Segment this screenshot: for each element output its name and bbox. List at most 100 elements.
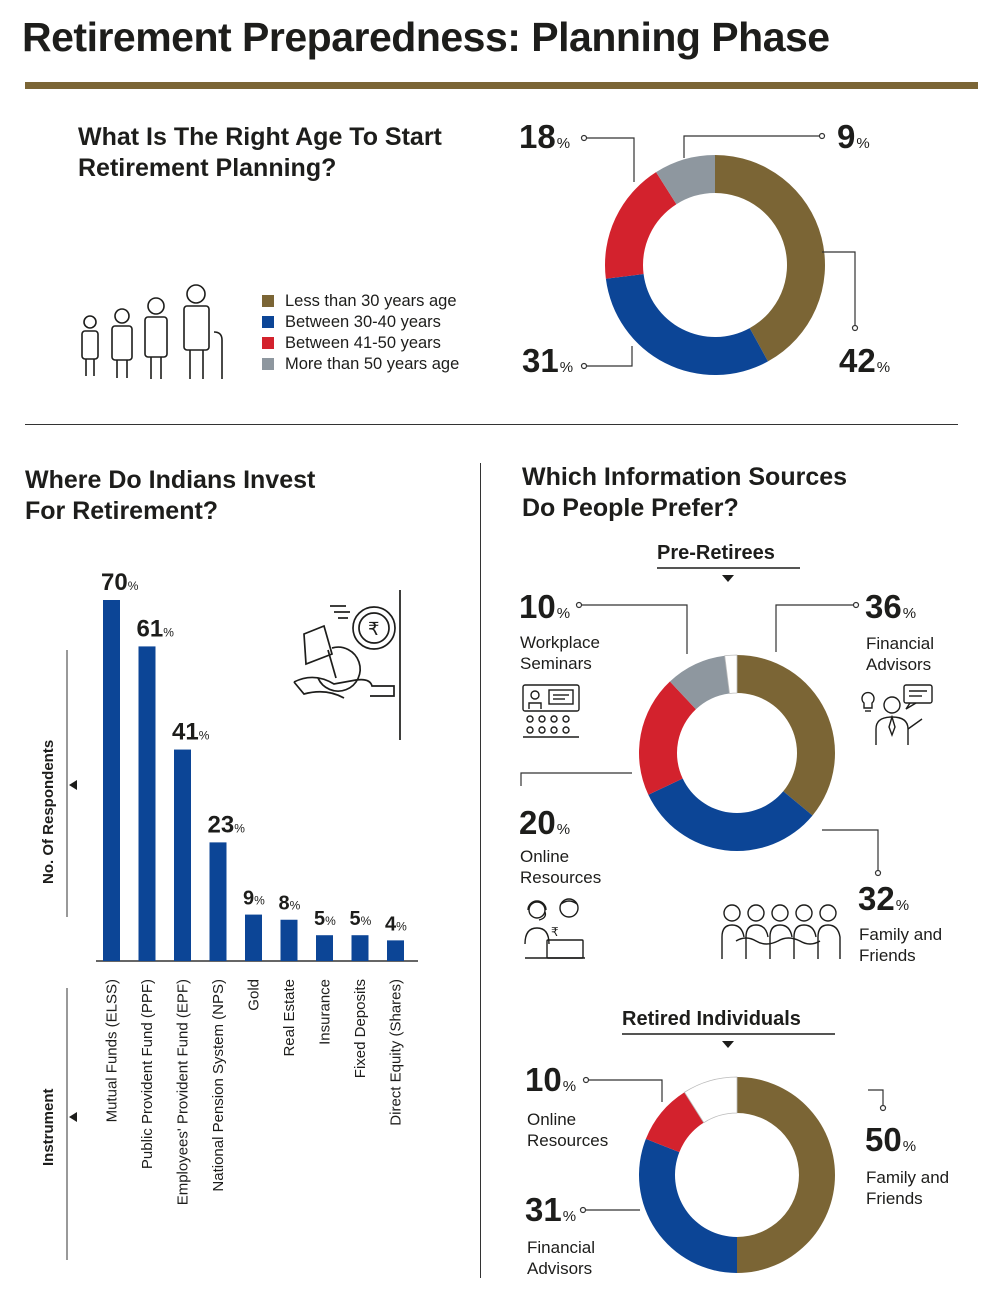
pre-retirees-heading: Pre-Retirees — [657, 542, 775, 564]
value-number: 31 — [525, 1191, 562, 1228]
data-label-6: 5% — [314, 908, 336, 930]
age-legend: Less than 30 years age Between 30-40 yea… — [262, 292, 502, 382]
triangle-marker-icon — [69, 780, 77, 790]
svg-text:₹: ₹ — [551, 925, 559, 939]
ret-value-10: 10% — [525, 1061, 576, 1099]
tick-label-7: Fixed Deposits — [352, 979, 369, 1078]
age-question-line-1: What Is The Right Age To Start — [78, 123, 442, 151]
bar-2 — [174, 749, 191, 961]
data-label-1: 61% — [137, 615, 175, 642]
pct-sign: % — [856, 135, 870, 152]
retired-underline — [622, 1033, 835, 1048]
ret-value-31: 31% — [525, 1191, 576, 1229]
legend-label: Less than 30 years age — [285, 292, 457, 310]
page-title: Retirement Preparedness: Planning Phase — [22, 14, 830, 60]
bar-5 — [280, 919, 298, 961]
legend-label: More than 50 years age — [285, 355, 460, 373]
value-number: 31 — [522, 342, 559, 379]
label-line: Advisors — [866, 655, 932, 674]
group-handshake-icon — [721, 904, 841, 959]
slice-family-and-friends — [737, 1077, 835, 1273]
data-label-0: 70% — [101, 569, 139, 596]
triangle-marker-icon — [69, 1112, 77, 1122]
value-number: 10 — [519, 588, 556, 625]
online-support-icon: ₹ — [524, 898, 585, 959]
pct-sign: % — [876, 359, 891, 376]
legend-swatch — [262, 337, 274, 349]
age-value-9: 9% — [837, 118, 870, 156]
ret-value-50: 50% — [865, 1121, 916, 1159]
data-label-4: 9% — [243, 888, 265, 910]
age-question-line-2: Retirement Planning? — [78, 154, 337, 182]
pre-label-family-friends: Family and Friends — [859, 924, 942, 966]
invest-question-line-1: Where Do Indians Invest — [25, 466, 316, 494]
legend-label: Between 41-50 years — [285, 334, 441, 352]
tick-label-8: Direct Equity (Shares) — [388, 979, 405, 1126]
legend-swatch — [262, 295, 274, 307]
legend-item-lt30: Less than 30 years age — [262, 292, 457, 311]
pre-label-online-resources: Online Resources — [520, 846, 601, 888]
tick-label-6: Insurance — [317, 979, 334, 1045]
value-number: 10 — [525, 1061, 562, 1098]
label-line: Friends — [859, 946, 916, 965]
value-number: 32 — [858, 880, 895, 917]
slice-workplace-seminars — [669, 655, 730, 710]
tick-label-4: Gold — [246, 979, 263, 1011]
sources-question: Which Information Sources Do People Pref… — [522, 462, 847, 524]
pct-sign: % — [902, 1138, 917, 1155]
age-question: What Is The Right Age To Start Retiremen… — [78, 122, 442, 184]
ret-label-family-friends: Family and Friends — [866, 1167, 949, 1209]
slice-financial-advisors — [639, 1138, 737, 1273]
tick-label-2: Employees' Provident Fund (EPF) — [175, 979, 192, 1205]
label-line: Advisors — [527, 1259, 593, 1278]
tick-label-3: National Pension System (NPS) — [210, 979, 227, 1192]
legend-item-gt50: More than 50 years age — [262, 355, 459, 374]
slice-between-30-40-years — [605, 274, 768, 375]
triangle-marker-icon — [722, 575, 734, 582]
slice-between-41-50-years — [605, 172, 677, 279]
age-value-42: 42% — [839, 342, 890, 380]
bar-0 — [103, 600, 120, 961]
tick-label-5: Real Estate — [281, 979, 298, 1057]
slice-other — [683, 1076, 738, 1124]
data-label-7: 5% — [350, 908, 372, 930]
pre-value-10: 10% — [519, 588, 570, 626]
bar-1 — [138, 646, 156, 961]
bar-6 — [316, 935, 333, 961]
sources-question-line-1: Which Information Sources — [522, 463, 848, 491]
pct-sign: % — [556, 821, 571, 838]
pre-retirees-leader-lines — [520, 601, 882, 877]
pct-sign: % — [902, 605, 917, 622]
slice-more-than-50-years-age — [656, 155, 715, 205]
retired-donut-chart — [639, 1076, 835, 1273]
pct-sign: % — [562, 1208, 577, 1225]
ret-label-online-resources: Online Resources — [527, 1109, 608, 1151]
slice-online-resources — [645, 1092, 704, 1153]
slice-less-than-30-years-age — [715, 155, 825, 362]
title-divider — [25, 82, 978, 89]
bar-8 — [387, 940, 404, 961]
pre-label-financial-advisors: Financial Advisors — [866, 633, 934, 675]
age-donut-chart — [605, 155, 825, 375]
pre-retirees-underline — [657, 567, 800, 582]
sources-question-line-2: Do People Prefer? — [522, 494, 739, 522]
value-number: 18 — [519, 118, 556, 155]
retired-leader-lines — [579, 1076, 887, 1214]
value-number: 36 — [865, 588, 902, 625]
pre-value-32: 32% — [858, 880, 909, 918]
label-line: Seminars — [520, 654, 592, 673]
triangle-marker-icon — [722, 1041, 734, 1048]
value-number: 50 — [865, 1121, 902, 1158]
value-number: 42 — [839, 342, 876, 379]
slice-family-and-friends — [648, 778, 813, 851]
pct-sign: % — [556, 135, 571, 152]
age-leader-lines — [580, 132, 859, 370]
slice-other — [724, 654, 738, 694]
ret-label-financial-advisors: Financial Advisors — [527, 1237, 595, 1279]
family-age-icon — [81, 284, 223, 379]
label-line: Financial — [527, 1238, 596, 1257]
invest-question-line-2: For Retirement? — [25, 497, 219, 525]
column-divider — [480, 463, 481, 1278]
label-line: Family and — [859, 925, 943, 944]
pct-sign: % — [556, 605, 571, 622]
